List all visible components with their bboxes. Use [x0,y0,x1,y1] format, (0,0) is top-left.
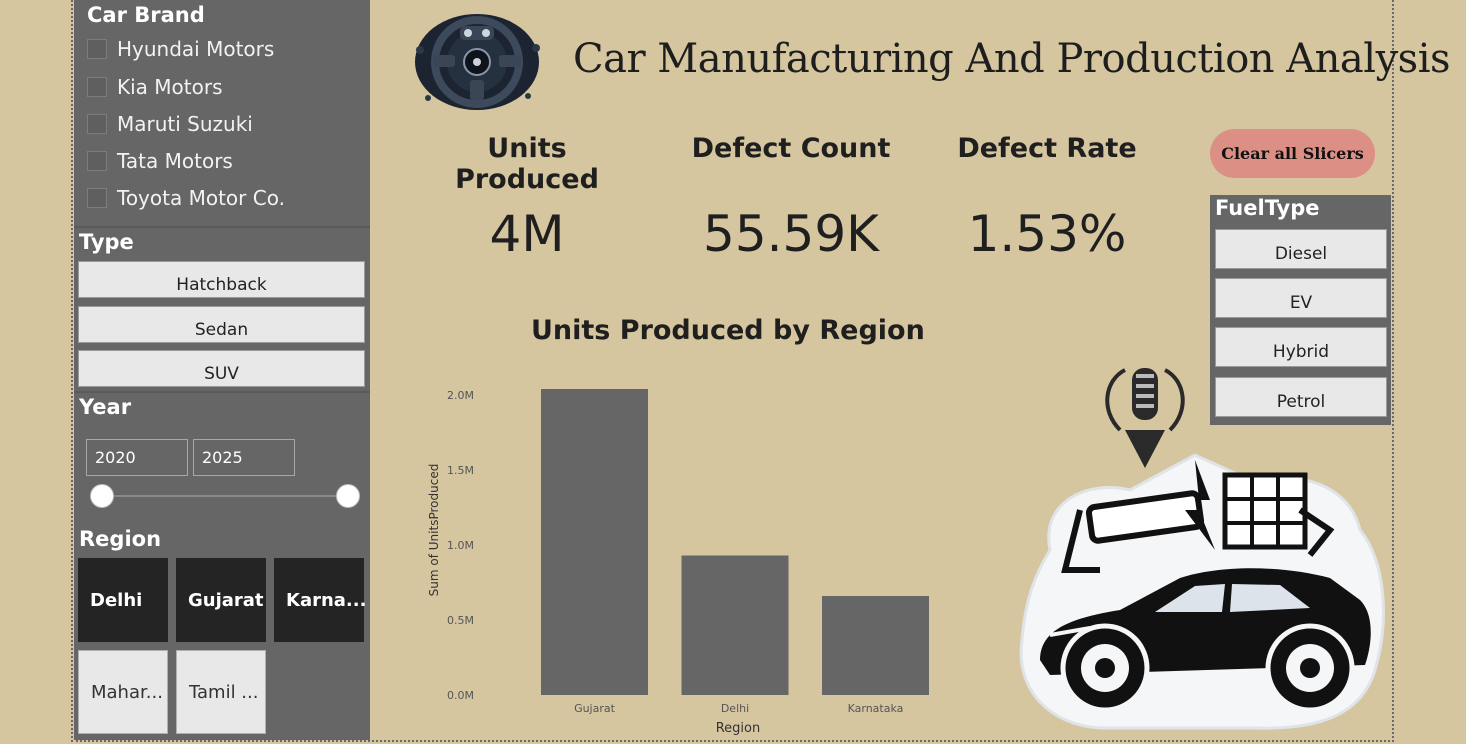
x-tick-label: Delhi [721,702,749,715]
checkbox[interactable] [87,39,107,59]
y-tick-label: 1.5M [447,464,474,477]
y-tick-label: 0.0M [447,689,474,702]
fuel-option-diesel[interactable]: Diesel [1215,229,1387,269]
x-tick-label: Karnataka [848,702,904,715]
engine-parts-icon [1061,460,1335,573]
region-tile-delhi[interactable]: Delhi [78,558,168,642]
divider [74,226,370,228]
clear-all-slicers-button[interactable]: Clear all Slicers [1210,129,1375,178]
bar-karnataka [822,596,929,695]
x-tick-label: Gujarat [574,702,616,715]
year-to-input[interactable]: 2025 [193,439,295,476]
checkbox[interactable] [87,151,107,171]
brand-option-maruti[interactable]: Maruti Suzuki [87,111,253,137]
region-tile-karnataka[interactable]: Karna... [274,558,366,642]
type-option-sedan[interactable]: Sedan [78,306,365,343]
kpi-units-produced-label: Units Produced [455,133,599,195]
brand-label: Hyundai Motors [117,37,275,61]
region-tile-gujarat[interactable]: Gujarat [176,558,266,642]
brand-label: Tata Motors [117,149,233,173]
kpi-units-produced-value: 4M [489,205,565,263]
type-option-suv[interactable]: SUV [78,350,365,387]
y-tick-label: 1.0M [447,539,474,552]
car-brand-title: Car Brand [87,3,205,27]
region-title: Region [79,527,162,551]
year-from-input[interactable]: 2020 [86,439,188,476]
bar-gujarat [541,389,648,695]
page-title: Car Manufacturing And Production Analysi… [573,36,1451,82]
checkbox[interactable] [87,77,107,97]
year-slider-start-handle[interactable] [90,484,114,508]
checkbox[interactable] [87,188,107,208]
car-icon [1040,568,1371,713]
brand-label: Toyota Motor Co. [117,186,285,210]
fuel-type-title: FuelType [1215,196,1320,220]
car-engine-illustration [1019,368,1385,730]
brand-label: Kia Motors [117,75,223,99]
fuel-option-hybrid[interactable]: Hybrid [1215,327,1387,367]
divider [74,391,370,393]
brand-option-hyundai[interactable]: Hyundai Motors [87,36,274,62]
brand-option-kia[interactable]: Kia Motors [87,74,223,100]
units-by-region-chart: 0.0M 0.5M 1.0M 1.5M 2.0M Gujarat Delhi Karnatak… [427,389,929,736]
y-tick-label: 2.0M [447,389,474,402]
brand-option-tata[interactable]: Tata Motors [87,148,233,174]
kpi-defect-count-label: Defect Count [691,133,891,164]
type-option-hatchback[interactable]: Hatchback [78,261,365,298]
kpi-defect-rate-value: 1.53% [967,205,1127,263]
kpi-defect-count-value: 55.59K [703,205,879,263]
type-title: Type [79,230,134,254]
report-canvas [71,0,1394,742]
year-title: Year [79,395,132,419]
fuel-option-petrol[interactable]: Petrol [1215,377,1387,417]
region-tile-tamil-nadu[interactable]: Tamil ... [176,650,266,734]
chart-title: Units Produced by Region [531,315,925,346]
region-tile-maharashtra[interactable]: Mahar... [78,650,168,734]
emblem-icon [1105,368,1185,468]
year-slider-end-handle[interactable] [336,484,360,508]
bar-delhi [681,555,789,695]
x-axis-label: Region [716,721,761,736]
y-axis-label: Sum of UnitsProduced [427,464,441,597]
fuel-option-ev[interactable]: EV [1215,278,1387,318]
checkbox[interactable] [87,114,107,134]
year-slider-track[interactable] [102,495,348,497]
y-tick-label: 0.5M [447,614,474,627]
brand-label: Maruti Suzuki [117,112,253,136]
brand-option-toyota[interactable]: Toyota Motor Co. [87,185,285,211]
kpi-defect-rate-label: Defect Rate [957,133,1137,164]
fuel-type-slicer: FuelType Diesel EV Hybrid Petrol [1210,195,1391,425]
steering-wheel-icon [415,14,540,110]
